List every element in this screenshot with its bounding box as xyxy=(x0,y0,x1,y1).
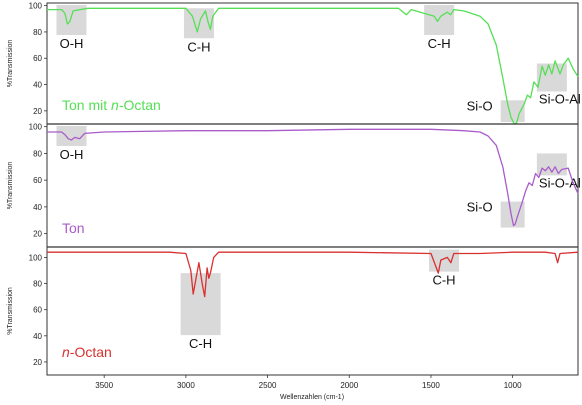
band-highlight-box xyxy=(500,201,525,228)
panel-name: n-Octan xyxy=(62,344,112,360)
y-tick-label: 80 xyxy=(33,280,42,289)
panel-2: O-H Si-O Si-O-Al 100 80 60 40 20 %Transmission To… xyxy=(7,123,581,239)
y-tick-label: 100 xyxy=(29,123,43,132)
band-label: Si-O-Al xyxy=(539,92,581,107)
y-tick-label: 80 xyxy=(33,149,42,158)
y-tick-label: 80 xyxy=(33,28,42,37)
y-tick-label: 60 xyxy=(33,176,42,185)
spectrum-line xyxy=(47,128,579,227)
y-tick-label: 20 xyxy=(33,107,42,116)
panel-1: O-H C-H C-H Si-O Si-O-Al 100 80 60 40 20 %Transmis… xyxy=(7,2,581,125)
y-tick-label: 100 xyxy=(29,2,43,11)
y-tick-label: 100 xyxy=(29,253,43,262)
y-tick-label: 60 xyxy=(33,306,42,315)
band-label: C-H xyxy=(189,336,212,351)
band-label: Si-O xyxy=(467,98,493,113)
x-axis-label: Wellenzahlen (cm-1) xyxy=(280,394,344,401)
x-tick-label: 2000 xyxy=(340,381,358,390)
y-tick-label: 40 xyxy=(33,81,42,90)
y-axis-label: %Transmission xyxy=(7,287,14,335)
band-label: Si-O-Al xyxy=(539,175,581,190)
band-label: C-H xyxy=(428,36,451,51)
band-label: Si-O xyxy=(467,200,493,215)
plot-frame xyxy=(46,2,579,376)
y-axis-label: %Transmission xyxy=(7,40,14,88)
y-tick-label: 40 xyxy=(33,332,42,341)
band-label: C-H xyxy=(432,273,455,288)
band-highlight-box xyxy=(429,249,460,272)
y-tick-label: 20 xyxy=(33,230,42,239)
band-label: O-H xyxy=(60,36,84,51)
spectrum-line xyxy=(47,7,579,125)
panel-name: Ton mit n-Octan xyxy=(62,97,161,113)
x-tick-label: 3000 xyxy=(177,381,195,390)
panel-name: Ton xyxy=(62,220,85,236)
band-label: O-H xyxy=(60,147,84,162)
band-highlight-box xyxy=(56,126,87,146)
x-tick-label: 3500 xyxy=(95,381,113,390)
band-highlight-box xyxy=(180,273,221,336)
y-tick-label: 40 xyxy=(33,203,42,212)
spectrum-line xyxy=(47,251,579,298)
y-axis-label: %Transmission xyxy=(7,162,14,210)
panels-layer: O-H C-H C-H Si-O Si-O-Al 100 80 60 40 20 %Transmis… xyxy=(7,2,581,376)
x-tick-label: 2500 xyxy=(259,381,277,390)
panel-3: C-H C-H 100 80 60 40 20 %Transmission n-Octan xyxy=(7,246,579,367)
x-tick-label: 1500 xyxy=(422,381,440,390)
x-axis: 3500 3000 2500 2000 1500 1000 xyxy=(95,375,522,390)
y-tick-label: 60 xyxy=(33,54,42,63)
y-tick-label: 20 xyxy=(33,358,42,367)
x-tick-label: 1000 xyxy=(504,381,522,390)
band-label: C-H xyxy=(187,39,210,54)
